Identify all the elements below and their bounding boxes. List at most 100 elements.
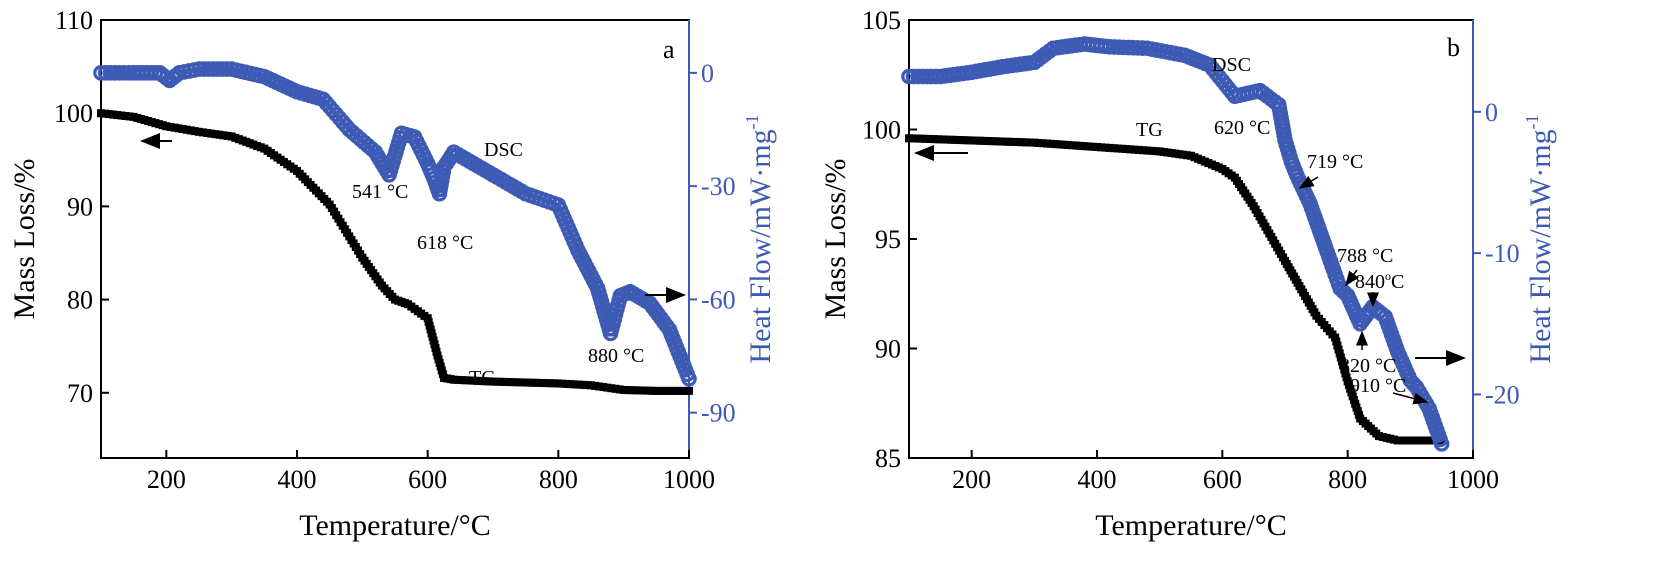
point-tg-a-150 — [562, 379, 571, 388]
point-tg-b-6 — [930, 135, 939, 144]
point-tg-a-19 — [170, 123, 179, 132]
y-left-tick-label-b-1: 90 — [875, 335, 901, 364]
y-axis-title-right-b: Heat Flow/mW·mg-1 — [1522, 114, 1557, 363]
point-tg-a-176 — [668, 386, 677, 395]
point-tg-a-149 — [558, 379, 567, 388]
point-tg-b-24 — [1005, 137, 1014, 146]
point-tg-a-141 — [525, 378, 534, 387]
annotation-840-unit: C — [1391, 271, 1404, 293]
y-left-tick-label-b-3: 100 — [862, 116, 901, 145]
point-tg-b-14 — [963, 136, 972, 145]
point-tg-a-167 — [631, 386, 640, 395]
point-tg-b-33 — [1042, 139, 1051, 148]
point-tg-a-159 — [599, 383, 608, 392]
point-tg-a-175 — [664, 386, 673, 395]
point-tg-a-2 — [105, 110, 114, 119]
point-tg-a-21 — [178, 125, 187, 134]
point-tg-b-168 — [1412, 436, 1421, 445]
point-tg-b-32 — [1038, 139, 1047, 148]
plot-frame-a — [100, 19, 690, 459]
point-tg-a-22 — [182, 125, 191, 134]
annotation-820: 820 °C — [1340, 355, 1396, 377]
ticks-b: 200 400 600 800 1000 85 90 95 100 105 0 -10 -20 — [862, 6, 1520, 494]
x-tick-label-b-0: 200 — [952, 465, 991, 494]
panel-label-a: a — [663, 35, 675, 64]
point-tg-b-21 — [992, 137, 1001, 146]
panel-a: 200 400 600 800 1000 70 80 90 100 110 0 -30 -60 -90 a… — [8, 6, 777, 542]
point-tg-a-4 — [113, 111, 122, 120]
point-tg-b-36 — [1055, 140, 1064, 149]
ticks-a: 200 400 600 800 1000 70 80 90 100 110 0 -30 -60 -90 — [54, 6, 736, 494]
point-tg-b-23 — [1001, 137, 1010, 146]
point-tg-b-25 — [1009, 137, 1018, 146]
point-tg-a-173 — [656, 386, 665, 395]
point-tg-b-16 — [971, 136, 980, 145]
point-tg-b-44 — [1088, 142, 1097, 151]
point-tg-a-28 — [207, 129, 216, 138]
point-tg-a-170 — [644, 386, 653, 395]
y-axis-title-right-a: Heat Flow/mW·mg-1 — [742, 114, 777, 363]
point-tg-b-48 — [1105, 143, 1114, 152]
x-tick-label-b-1: 400 — [1078, 465, 1117, 494]
x-tick-label-a-1: 400 — [278, 465, 317, 494]
point-tg-a-24 — [190, 127, 199, 136]
annotation-719: 719 °C — [1307, 151, 1363, 173]
point-tg-a-174 — [660, 386, 669, 395]
y-axis-title-right-a-sup: -1 — [742, 114, 762, 129]
point-tg-a-178 — [676, 386, 685, 395]
point-tg-a-0 — [97, 109, 105, 118]
point-tg-b-7 — [934, 135, 943, 144]
point-tg-b-30 — [1030, 138, 1039, 147]
point-tg-b-42 — [1080, 142, 1089, 151]
y-right-tick-label-a-3: -90 — [701, 399, 736, 428]
point-dsc-a-196 — [681, 370, 697, 387]
point-tg-b-1 — [909, 134, 918, 143]
annotation-840-value: 840 — [1355, 271, 1385, 293]
point-tg-b-28 — [1021, 138, 1030, 147]
point-tg-a-133 — [493, 377, 502, 386]
point-tg-a-172 — [652, 386, 661, 395]
point-tg-b-10 — [946, 135, 955, 144]
point-tg-a-31 — [219, 131, 228, 140]
point-tg-b-45 — [1093, 143, 1101, 152]
y-left-tick-label-a-0: 70 — [67, 379, 93, 408]
arrow-910 — [1392, 392, 1429, 405]
x-tick-label-b-4: 1000 — [1447, 465, 1499, 494]
y-axis-title-right-b-main: Heat Flow/mW·mg — [1524, 129, 1557, 363]
point-tg-b-3 — [917, 134, 926, 143]
x-axis-title-b: Temperature/°C — [1095, 509, 1286, 542]
point-tg-a-6 — [121, 111, 130, 120]
point-tg-b-53 — [1126, 145, 1135, 154]
point-tg-a-138 — [513, 378, 522, 387]
point-tg-b-20 — [988, 137, 997, 146]
point-tg-b-2 — [913, 134, 922, 143]
annotation-541: 541 °C — [352, 181, 408, 203]
y-left-tick-label-b-4: 105 — [862, 6, 901, 35]
point-tg-b-38 — [1063, 140, 1072, 149]
point-tg-a-158 — [595, 382, 604, 391]
point-tg-a-1 — [101, 109, 110, 118]
point-tg-b-51 — [1118, 144, 1127, 153]
point-tg-b-9 — [942, 135, 951, 144]
point-tg-a-157 — [591, 381, 600, 390]
series-a — [93, 61, 697, 395]
annotation-880: 880 °C — [588, 345, 644, 367]
point-tg-a-132 — [489, 377, 497, 386]
y-left-tick-label-b-0: 85 — [875, 444, 901, 473]
point-tg-b-169 — [1416, 436, 1425, 445]
point-tg-b-170 — [1420, 436, 1429, 445]
point-tg-a-29 — [211, 130, 220, 139]
arrow-719 — [1298, 175, 1319, 189]
point-tg-b-34 — [1047, 139, 1056, 148]
point-tg-a-23 — [186, 126, 195, 135]
point-tg-a-20 — [174, 124, 183, 133]
y-left-tick-label-a-1: 80 — [67, 286, 93, 315]
point-tg-b-27 — [1017, 138, 1026, 147]
point-tg-b-19 — [984, 137, 993, 146]
point-tg-a-147 — [550, 379, 559, 388]
point-tg-b-4 — [921, 134, 930, 143]
point-tg-b-8 — [938, 135, 947, 144]
point-tg-b-43 — [1084, 142, 1093, 151]
point-tg-a-18 — [166, 122, 175, 131]
